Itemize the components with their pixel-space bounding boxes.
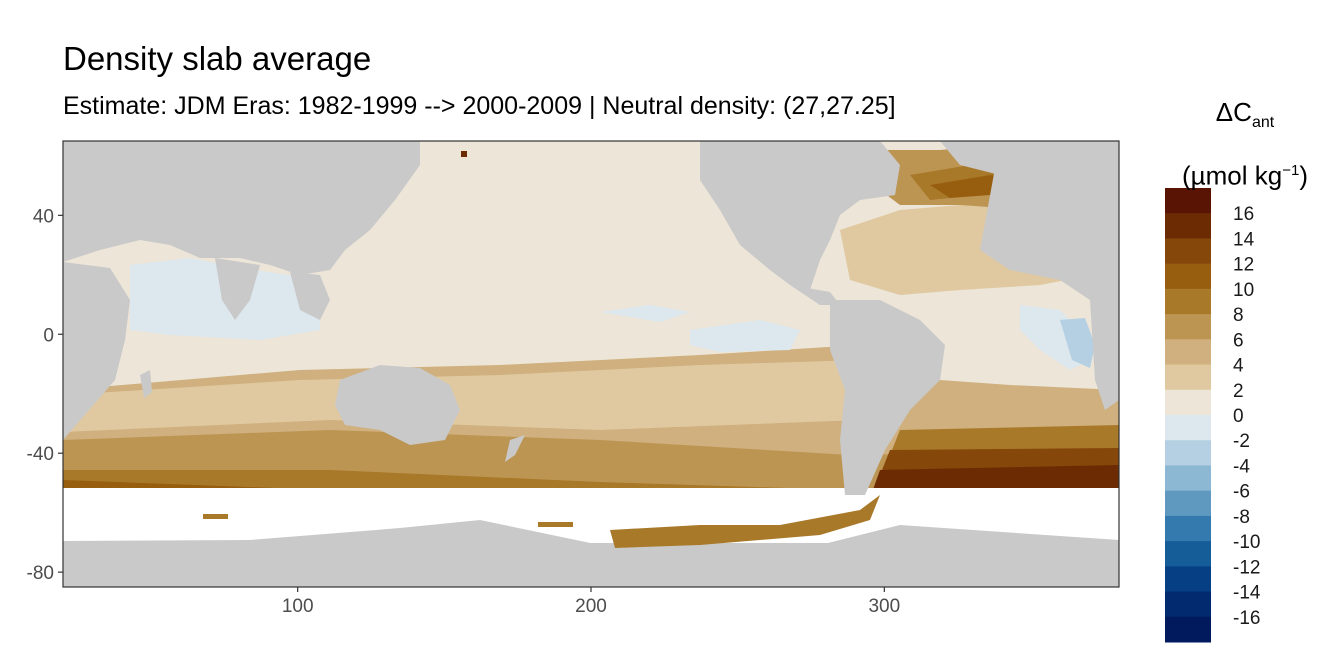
legend-swatch <box>1165 314 1211 340</box>
legend-label: 2 <box>1233 381 1244 402</box>
antarctica-coast <box>63 520 1119 587</box>
y-tick-label: 0 <box>43 325 54 346</box>
x-tick-label: 300 <box>868 596 900 617</box>
legend-swatch <box>1165 515 1211 542</box>
legend-swatch <box>1165 541 1211 567</box>
legend-swatch <box>1165 591 1211 618</box>
legend-label: -6 <box>1233 482 1250 503</box>
chart-subtitle: Estimate: JDM Eras: 1982-1999 --> 2000-2… <box>63 92 896 120</box>
legend-label: -2 <box>1233 431 1250 452</box>
region-ross-fleck <box>203 514 228 519</box>
legend-swatch <box>1165 288 1211 315</box>
legend-swatch <box>1165 415 1211 441</box>
x-tick-label: 200 <box>575 596 607 617</box>
legend-title-main: ΔC <box>1215 97 1252 127</box>
legend-swatch <box>1165 263 1211 290</box>
legend-label: 14 <box>1233 229 1255 250</box>
legend-swatch <box>1165 566 1211 593</box>
legend-unit-prefix: (µmol kg <box>1182 160 1283 191</box>
x-tick-label: 100 <box>282 596 314 617</box>
region-subtropical-south <box>63 360 860 432</box>
legend-swatch <box>1165 490 1211 517</box>
legend-label: -10 <box>1233 532 1260 553</box>
legend-label: 6 <box>1233 330 1244 351</box>
region-shelf-fleck <box>538 522 573 527</box>
legend-label: -4 <box>1233 456 1250 477</box>
legend-swatch <box>1165 188 1211 214</box>
legend-title: ΔCant (µmol kg−1) <box>1150 88 1340 200</box>
legend-unit-suffix: ) <box>1299 160 1308 191</box>
legend-title-sub: ant <box>1251 114 1275 132</box>
y-tick-label: -80 <box>27 563 54 584</box>
legend-swatch <box>1165 616 1211 643</box>
legend-unit-sup: −1 <box>1282 162 1300 180</box>
legend-swatch <box>1165 364 1211 391</box>
legend-swatch <box>1165 213 1211 239</box>
legend-swatch <box>1165 389 1211 416</box>
legend-label: -16 <box>1233 608 1260 629</box>
legend-label: 4 <box>1233 356 1244 377</box>
japan-sea-fleck <box>461 151 467 157</box>
legend-label: 12 <box>1233 255 1254 276</box>
legend-label: -14 <box>1233 583 1261 604</box>
legend-label: -8 <box>1233 507 1250 528</box>
legend-swatch <box>1165 465 1211 492</box>
region-weddell-shelf <box>610 495 880 548</box>
legend-swatch <box>1165 238 1211 265</box>
chart-title: Density slab average <box>63 40 372 77</box>
region-eq-pacific-patch-2 <box>600 305 690 322</box>
legend-colorbar: 16 14 12 10 8 6 4 2 0 -2 -4 -6 -8 -10 -12 -14 -16 <box>1165 188 1261 643</box>
land-masses <box>63 141 1119 495</box>
legend-label: -12 <box>1233 557 1260 578</box>
region-south-atlantic-2 <box>890 425 1119 455</box>
legend-label: 8 <box>1233 305 1244 326</box>
legend-label: 0 <box>1233 406 1244 427</box>
legend-label: 10 <box>1233 280 1254 301</box>
legend-swatch <box>1165 440 1211 466</box>
y-tick-label: -40 <box>27 444 54 465</box>
legend-swatch <box>1165 339 1211 366</box>
region-gulf-guinea <box>1060 318 1095 368</box>
legend-label: 16 <box>1233 204 1254 225</box>
region-eq-pacific-patch <box>690 320 800 352</box>
y-tick-label: 40 <box>33 206 54 227</box>
map-panel <box>63 141 1119 587</box>
